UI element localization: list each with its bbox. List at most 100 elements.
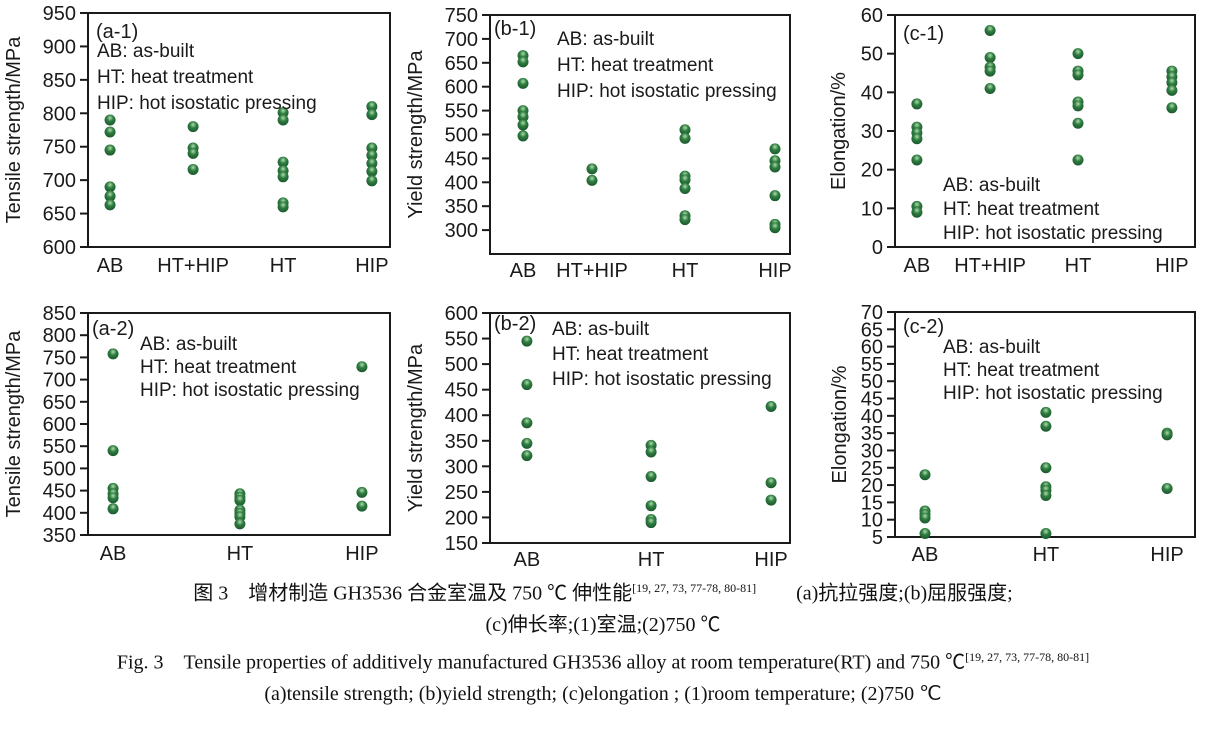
x-category-label: AB: [904, 255, 931, 277]
y-tick-label: 350: [445, 431, 478, 453]
data-point: [911, 98, 923, 110]
axis-box: [489, 312, 791, 544]
plot-a1: 950 900 850 800 750 700 650 600 Tensile strength…: [3, 3, 391, 277]
data-point: [984, 52, 996, 64]
data-point: [586, 163, 598, 175]
data-point: [277, 171, 289, 183]
data-point: [765, 401, 777, 413]
data-point: [1040, 462, 1052, 474]
data-point: [1072, 154, 1084, 166]
data-point: [1166, 84, 1178, 96]
data-point: [107, 348, 119, 360]
data-point: [107, 503, 119, 515]
data-point: [984, 24, 996, 36]
y-axis-title: Tensile strength/MPa: [3, 330, 25, 518]
legend-line: HIP: hot isostatic pressing: [557, 81, 777, 102]
y-tick-label: 400: [445, 172, 478, 194]
data-point: [1161, 483, 1173, 495]
y-tick-label: 650: [445, 53, 478, 75]
y-tick-label: 60: [861, 5, 883, 27]
axis-box: [489, 14, 791, 255]
legend-line: AB: as-built: [943, 337, 1041, 358]
caption-en-line1: Fig. 3 Tensile properties of additively …: [0, 640, 1206, 680]
y-tick-label: 600: [445, 303, 478, 325]
data-point: [104, 199, 116, 211]
data-point: [1161, 429, 1173, 441]
data-point: [679, 174, 691, 186]
data-point: [234, 518, 246, 530]
data-point: [104, 114, 116, 126]
y-tick-label: 10: [861, 510, 883, 532]
y-tick-label: 40: [861, 82, 883, 104]
y-tick-label: 20: [861, 475, 883, 497]
data-point: [366, 165, 378, 177]
caption-cn-text: 图 3 增材制造 GH3536 合金室温及 750 ℃ 伸性能: [193, 582, 633, 605]
data-point: [1040, 406, 1052, 418]
data-point: [911, 154, 923, 166]
x-category-label: AB: [912, 544, 939, 566]
x-category-label: HIP: [345, 543, 378, 565]
legend-line: HT: heat treatment: [140, 357, 297, 378]
y-tick-label: 0: [872, 237, 883, 259]
x-category-label: HIP: [1155, 255, 1188, 277]
y-tick-label: 800: [43, 325, 76, 347]
y-axis-title: Tensile strength/MPa: [3, 36, 25, 224]
data-point: [187, 121, 199, 133]
x-category-label: AB: [97, 255, 124, 277]
data-point: [1040, 420, 1052, 432]
y-tick-label: 65: [861, 319, 883, 341]
legend-line: HT: heat treatment: [557, 55, 714, 76]
y-tick-label: 400: [445, 405, 478, 427]
data-point: [984, 65, 996, 77]
data-point: [1072, 100, 1084, 112]
legend-line: AB: as-built: [140, 334, 238, 355]
data-point: [366, 175, 378, 187]
x-category-label: HT: [638, 549, 665, 571]
data-point: [911, 206, 923, 218]
data-point: [234, 494, 246, 506]
legend-line: HIP: hot isostatic pressing: [943, 383, 1163, 404]
data-point: [1166, 102, 1178, 114]
y-tick-label: 750: [43, 137, 76, 159]
y-tick-label: 250: [445, 482, 478, 504]
legend-line: HIP: hot isostatic pressing: [943, 223, 1163, 244]
legend-line: AB: as-built: [552, 319, 650, 340]
data-point: [366, 157, 378, 169]
data-point: [679, 132, 691, 144]
data-point: [521, 417, 533, 429]
y-tick-label: 30: [861, 440, 883, 462]
y-tick-label: 5: [872, 527, 883, 549]
data-point: [645, 517, 657, 529]
y-tick-label: 650: [43, 204, 76, 226]
data-point: [107, 445, 119, 457]
data-point: [679, 183, 691, 195]
x-category-label: HT+HIP: [157, 255, 229, 277]
legend-line: HT: heat treatment: [97, 67, 254, 88]
y-tick-label: 350: [445, 196, 478, 218]
data-point: [521, 379, 533, 391]
data-point: [356, 486, 368, 498]
y-axis-title: Elongation/%: [829, 365, 851, 483]
data-point: [1072, 69, 1084, 81]
panel-label: (b-1): [494, 18, 536, 40]
data-point: [517, 119, 529, 131]
y-tick-label: 500: [445, 125, 478, 147]
panel-label: (a-2): [92, 318, 134, 340]
caption-en-line2: (a)tensile strength; (b)yield strength; …: [264, 683, 942, 706]
x-category-label: HT+HIP: [954, 255, 1026, 277]
data-point: [366, 101, 378, 113]
caption-cn-line1: 图 3 增材制造 GH3536 合金室温及 750 ℃ 伸性能[19, 27, …: [0, 572, 1206, 610]
data-point: [521, 437, 533, 449]
data-point: [521, 450, 533, 462]
y-tick-label: 50: [861, 371, 883, 393]
data-point: [366, 149, 378, 161]
data-point: [911, 133, 923, 145]
y-tick-label: 800: [43, 103, 76, 125]
data-point: [107, 492, 119, 504]
caption-en-refs: [19, 27, 73, 77-78, 80-81]: [965, 649, 1090, 664]
data-point: [187, 147, 199, 159]
x-category-label: HT: [227, 543, 254, 565]
y-tick-label: 150: [445, 533, 478, 555]
